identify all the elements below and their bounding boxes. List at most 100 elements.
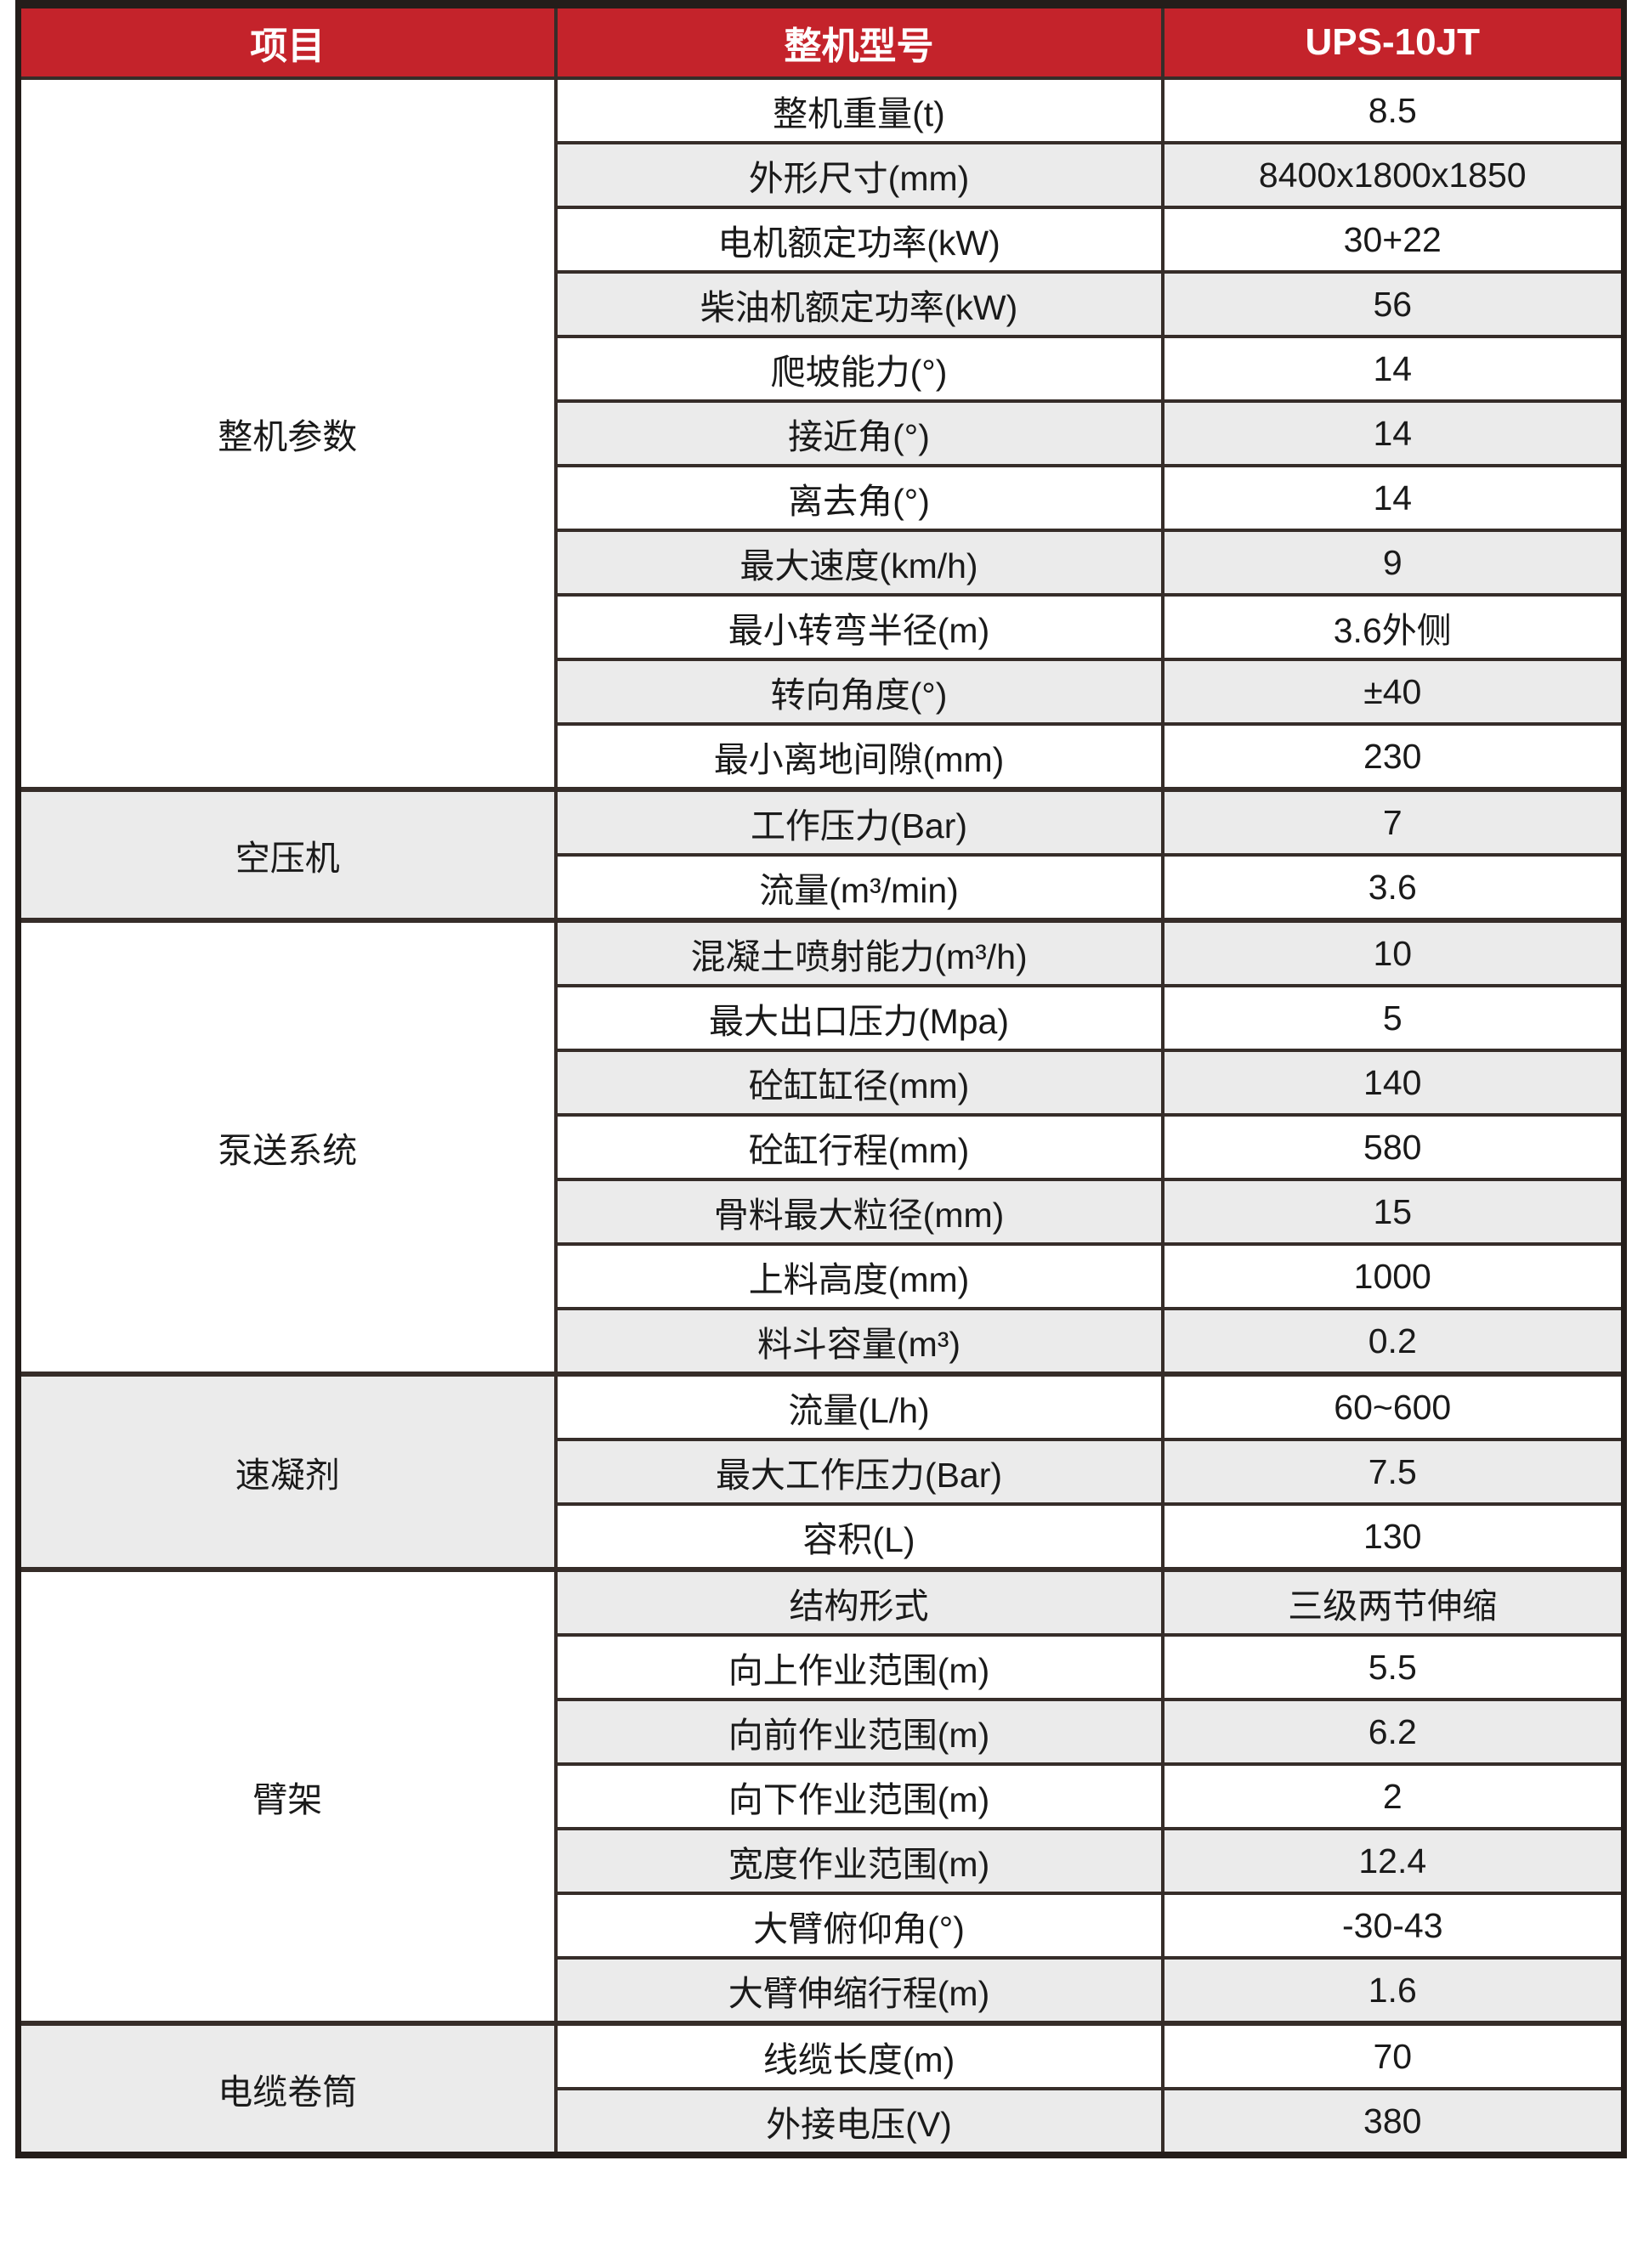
spec-row: 柴油机额定功率(kW) 56	[19, 270, 1626, 338]
spec-row: 最小转弯半径(m) 3.6外侧	[19, 593, 1626, 661]
group-cell-cable-reel: 电缆卷筒	[16, 2021, 558, 2157]
spec-row: 外形尺寸(mm) 8400x1800x1850	[19, 141, 1626, 209]
spec-row: 大臂俯仰角(°) -30-43	[19, 1892, 1626, 1960]
spec-label-cell: 外接电压(V)	[553, 2087, 1164, 2157]
header-item-col: 项目	[16, 3, 558, 80]
spec-value-cell: 70	[1160, 2021, 1626, 2090]
spec-row: 料斗容量(m³) 0.2	[19, 1307, 1626, 1376]
spec-row: 电缆卷筒 线缆长度(m) 70	[16, 2021, 1626, 2157]
spec-row: 骨料最大粒径(mm) 15	[19, 1178, 1626, 1246]
spec-label-cell: 最大速度(km/h)	[553, 529, 1164, 597]
spec-label-cell: 最大工作压力(Bar)	[553, 1438, 1164, 1506]
spec-value-cell: 380	[1160, 2087, 1626, 2157]
spec-value-cell: 230	[1160, 722, 1626, 791]
spec-label-cell: 工作压力(Bar)	[553, 787, 1164, 857]
spec-value-cell: 8400x1800x1850	[1160, 141, 1626, 209]
spec-row: 整机参数 整机重量(t) 8.5	[16, 76, 1626, 791]
spec-value-cell: 10	[1160, 918, 1626, 987]
spec-label-cell: 上料高度(mm)	[553, 1242, 1164, 1310]
spec-label-cell: 大臂俯仰角(°)	[553, 1892, 1164, 1960]
spec-label-cell: 整机重量(t)	[553, 76, 1164, 144]
spec-value-cell: 8.5	[1160, 76, 1626, 144]
header-value-col: UPS-10JT	[1160, 3, 1626, 80]
spec-value-cell: 1.6	[1160, 1956, 1626, 2025]
spec-row: 离去角(°) 14	[19, 464, 1626, 532]
spec-row: 容积(L) 130	[19, 1502, 1626, 1571]
spec-label-cell: 料斗容量(m³)	[553, 1307, 1164, 1376]
spec-row: 最小离地间隙(mm) 230	[19, 722, 1626, 791]
spec-label-cell: 容积(L)	[553, 1502, 1164, 1571]
spec-row: 向前作业范围(m) 6.2	[19, 1698, 1626, 1766]
group-cell-machine-params: 整机参数	[16, 76, 558, 791]
spec-value-cell: 3.6	[1160, 853, 1626, 922]
spec-value-cell: 5.5	[1160, 1633, 1626, 1701]
spec-value-cell: 3.6外侧	[1160, 593, 1626, 661]
spec-value-cell: 5	[1160, 984, 1626, 1052]
spec-value-cell: 三级两节伸缩	[1160, 1567, 1626, 1637]
spec-label-cell: 最小转弯半径(m)	[553, 593, 1164, 661]
spec-row: 宽度作业范围(m) 12.4	[19, 1827, 1626, 1895]
spec-value-cell: 130	[1160, 1502, 1626, 1571]
spec-value-cell: 140	[1160, 1049, 1626, 1117]
spec-row: 接近角(°) 14	[19, 399, 1626, 467]
spec-label-cell: 接近角(°)	[553, 399, 1164, 467]
spec-label-cell: 流量(m³/min)	[553, 853, 1164, 922]
spec-label-cell: 砼缸行程(mm)	[553, 1113, 1164, 1181]
header-row: 项目 整机型号 UPS-10JT	[16, 3, 1626, 80]
group-cell-boom: 臂架	[16, 1567, 558, 2025]
spec-label-cell: 流量(L/h)	[553, 1372, 1164, 1441]
spec-value-cell: 15	[1160, 1178, 1626, 1246]
spec-row: 最大工作压力(Bar) 7.5	[19, 1438, 1626, 1506]
spec-value-cell: 56	[1160, 270, 1626, 338]
spec-row: 外接电压(V) 380	[19, 2087, 1626, 2157]
header-model-col: 整机型号	[553, 3, 1164, 80]
spec-label-cell: 转向角度(°)	[553, 658, 1164, 726]
spec-label-cell: 向下作业范围(m)	[553, 1762, 1164, 1830]
spec-value-cell: -30-43	[1160, 1892, 1626, 1960]
spec-row: 流量(m³/min) 3.6	[19, 853, 1626, 922]
spec-label-cell: 外形尺寸(mm)	[553, 141, 1164, 209]
spec-value-cell: 14	[1160, 335, 1626, 403]
spec-value-cell: 0.2	[1160, 1307, 1626, 1376]
spec-label-cell: 向前作业范围(m)	[553, 1698, 1164, 1766]
spec-row: 向上作业范围(m) 5.5	[19, 1633, 1626, 1701]
spec-label-cell: 混凝土喷射能力(m³/h)	[553, 918, 1164, 987]
spec-row: 转向角度(°) ±40	[19, 658, 1626, 726]
spec-value-cell: 30+22	[1160, 206, 1626, 274]
spec-value-cell: 7.5	[1160, 1438, 1626, 1506]
spec-row: 空压机 工作压力(Bar) 7	[16, 787, 1626, 922]
spec-row: 最大出口压力(Mpa) 5	[19, 984, 1626, 1052]
spec-label-cell: 线缆长度(m)	[553, 2021, 1164, 2090]
spec-row: 砼缸缸径(mm) 140	[19, 1049, 1626, 1117]
spec-value-cell: 14	[1160, 399, 1626, 467]
spec-value-cell: 12.4	[1160, 1827, 1626, 1895]
spec-label-cell: 大臂伸缩行程(m)	[553, 1956, 1164, 2025]
spec-value-cell: 14	[1160, 464, 1626, 532]
spec-row: 最大速度(km/h) 9	[19, 529, 1626, 597]
spec-row: 大臂伸缩行程(m) 1.6	[19, 1956, 1626, 2025]
spec-label-cell: 宽度作业范围(m)	[553, 1827, 1164, 1895]
spec-label-cell: 向上作业范围(m)	[553, 1633, 1164, 1701]
spec-label-cell: 砼缸缸径(mm)	[553, 1049, 1164, 1117]
spec-label-cell: 电机额定功率(kW)	[553, 206, 1164, 274]
spec-label-cell: 爬坡能力(°)	[553, 335, 1164, 403]
spec-value-cell: 580	[1160, 1113, 1626, 1181]
spec-label-cell: 最大出口压力(Mpa)	[553, 984, 1164, 1052]
group-cell-accelerator: 速凝剂	[16, 1372, 558, 1571]
group-cell-pumping-system: 泵送系统	[16, 918, 558, 1376]
spec-value-cell: 2	[1160, 1762, 1626, 1830]
spec-value-cell: ±40	[1160, 658, 1626, 726]
spec-label-cell: 最小离地间隙(mm)	[553, 722, 1164, 791]
spec-value-cell: 6.2	[1160, 1698, 1626, 1766]
spec-row: 砼缸行程(mm) 580	[19, 1113, 1626, 1181]
spec-row: 上料高度(mm) 1000	[19, 1242, 1626, 1310]
group-cell-air-compressor: 空压机	[16, 787, 558, 922]
spec-row: 速凝剂 流量(L/h) 60~600	[16, 1372, 1626, 1571]
spec-value-cell: 60~600	[1160, 1372, 1626, 1441]
spec-row: 向下作业范围(m) 2	[19, 1762, 1626, 1830]
spec-table: 项目 整机型号 UPS-10JT 整机参数 整机重量(t) 8.5 外形尺寸(m…	[15, 0, 1627, 2158]
spec-label-cell: 结构形式	[553, 1567, 1164, 1637]
spec-row: 臂架 结构形式 三级两节伸缩	[16, 1567, 1626, 2025]
spec-label-cell: 骨料最大粒径(mm)	[553, 1178, 1164, 1246]
spec-label-cell: 柴油机额定功率(kW)	[553, 270, 1164, 338]
